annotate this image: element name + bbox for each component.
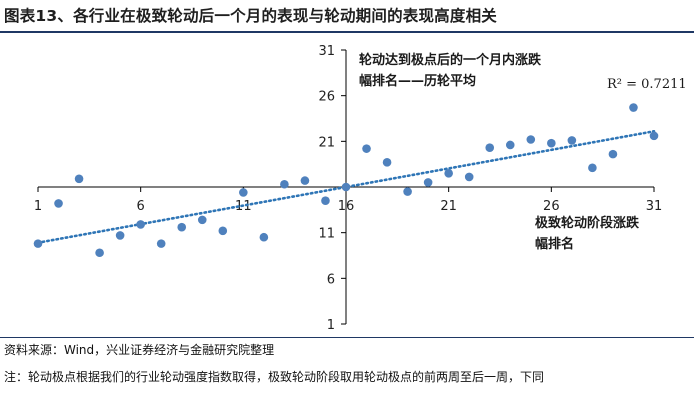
data-point	[588, 163, 597, 173]
x-tick-label: 6	[137, 199, 145, 214]
data-point	[505, 140, 515, 150]
data-point	[33, 239, 43, 248]
data-point	[382, 158, 392, 167]
y-tick-label: 11	[318, 227, 335, 242]
data-point	[54, 199, 63, 208]
data-point	[403, 187, 412, 196]
data-point	[259, 232, 269, 242]
data-point	[362, 144, 371, 153]
x-tick-label: 16	[338, 199, 355, 214]
figure-title: 图表13、各行业在极致轮动后一个月的表现与轮动期间的表现高度相关	[4, 7, 497, 25]
data-point	[218, 226, 228, 236]
x-tick-label: 31	[646, 199, 663, 214]
data-point	[526, 135, 536, 144]
data-point	[567, 136, 577, 145]
y-tick-label: 31	[318, 44, 335, 59]
data-point	[485, 143, 495, 153]
data-point	[444, 169, 453, 178]
y-tick-label: 1	[327, 318, 335, 333]
data-point	[649, 131, 659, 141]
data-point	[423, 178, 433, 187]
bottom-rule	[0, 337, 694, 338]
x-tick-label: 1	[34, 199, 42, 214]
y-tick-label: 26	[318, 90, 335, 105]
data-point	[197, 215, 207, 225]
y-tick-label: 21	[318, 135, 335, 150]
r-squared-label: R² = 0.7211	[607, 77, 687, 92]
x-axis-label-line-1: 极致轮动阶段涨跌	[535, 215, 640, 231]
data-point	[74, 174, 84, 184]
data-point	[547, 138, 556, 148]
data-point	[300, 176, 310, 185]
chart-tick-labels: 1611162126311611212631	[34, 44, 662, 333]
data-point	[156, 239, 166, 248]
data-point	[136, 220, 145, 229]
data-point	[321, 196, 330, 205]
y-axis-label-line-1: 轮动达到极点后的一个月内涨跌	[359, 52, 542, 68]
data-point	[341, 182, 351, 192]
x-axis-label-line-2: 幅排名	[535, 236, 574, 252]
data-point	[95, 248, 104, 258]
data-point	[239, 188, 248, 197]
data-point	[608, 149, 618, 159]
data-point	[177, 222, 187, 232]
x-tick-label: 21	[440, 199, 457, 214]
y-tick-label: 6	[327, 272, 335, 287]
y-axis-label-line-2: 幅排名——历轮平均	[359, 73, 476, 89]
source-text: 资料来源：Wind，兴业证券经济与金融研究院整理	[4, 343, 275, 357]
data-point	[115, 231, 125, 240]
scatter-chart: 1611162126311611212631 轮动达到极点后的一个月内涨跌 幅排…	[33, 44, 687, 333]
data-point	[464, 172, 474, 182]
top-rule	[0, 31, 694, 33]
data-points	[33, 103, 659, 258]
data-point	[280, 179, 289, 189]
data-point	[629, 103, 638, 112]
note-text: 注：轮动极点根据我们的行业轮动强度指数取得，极致轮动阶段取用轮动极点的前两周至后…	[4, 370, 545, 384]
x-tick-label: 26	[543, 199, 560, 214]
